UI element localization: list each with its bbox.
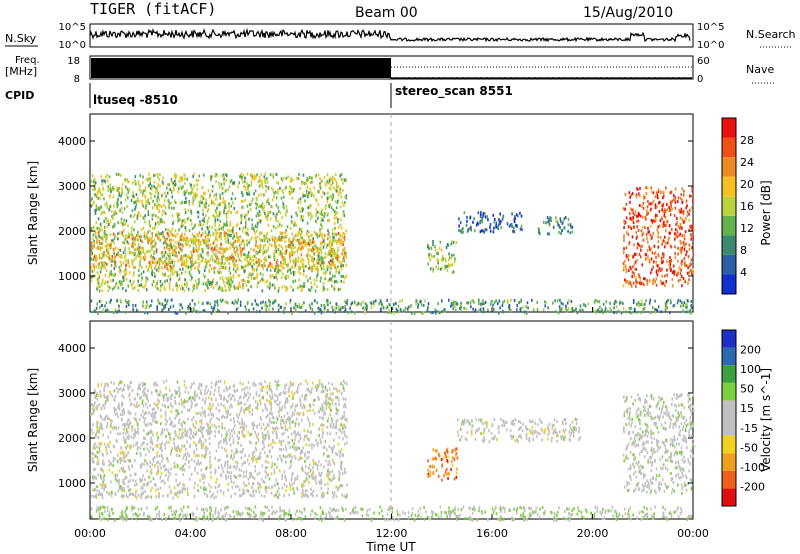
velocity-colorbar-tick-6: -50 xyxy=(740,441,758,454)
velocity-data-layer xyxy=(90,379,695,522)
velocity-feature-5 xyxy=(90,505,693,522)
freq-tick-bottom: 8 xyxy=(74,74,80,85)
velocity-colorbar-swatch-7 xyxy=(722,382,736,401)
velocity-ytick-1: 1000 xyxy=(58,477,86,490)
cpid-segment-2: stereo_scan 8551 xyxy=(395,84,513,99)
power-colorbar-tick-6: 8 xyxy=(740,244,747,257)
power-ytick-1: 1000 xyxy=(58,270,86,283)
velocity-colorbar-tick-2: 100 xyxy=(740,363,761,376)
velocity-colorbar-swatch-2 xyxy=(722,470,736,489)
freq-tick-top: 18 xyxy=(67,56,80,67)
xtick-3: 08:00 xyxy=(275,527,307,540)
velocity-colorbar-tick-3: 50 xyxy=(740,383,754,396)
power-feature-3 xyxy=(426,240,458,275)
velocity-colorbar-tick-8: -200 xyxy=(740,480,765,493)
power-colorbar-swatch-5 xyxy=(722,196,736,216)
power-feature-2 xyxy=(90,231,348,270)
power-ylabel: Slant Range [km] xyxy=(26,161,40,265)
power-colorbar-swatch-1 xyxy=(722,274,736,294)
nsky-tick-bottom: 10^0 xyxy=(59,40,86,51)
velocity-ytick-2: 2000 xyxy=(58,432,86,445)
freq-label: Freq. xyxy=(15,55,40,66)
nsearch-label: N.Search xyxy=(746,28,796,41)
power-colorbar-swatch-8 xyxy=(722,137,736,158)
power-ytick-2: 2000 xyxy=(58,225,86,238)
power-colorbar-tick-5: 12 xyxy=(740,222,754,235)
velocity-feature-4 xyxy=(622,393,695,495)
velocity-colorbar-swatch-8 xyxy=(722,365,736,383)
time-axis: 00:00 04:00 08:00 12:00 16:00 20:00 00:00 xyxy=(74,307,709,540)
velocity-feature-3 xyxy=(457,417,581,444)
velocity-colorbar-swatch-6 xyxy=(722,400,736,418)
velocity-colorbar-tick-1: 200 xyxy=(740,344,761,357)
power-colorbar-swatch-9 xyxy=(722,118,736,138)
velocity-feature-2 xyxy=(427,447,459,482)
power-feature-6 xyxy=(622,186,695,288)
velocity-colorbar-label: Velocity [m s^-1] xyxy=(759,368,773,472)
velocity-colorbar-swatch-4 xyxy=(722,435,736,454)
power-colorbar-swatch-6 xyxy=(722,176,736,197)
nave-label: Nave xyxy=(746,63,774,76)
power-ytick-4: 4000 xyxy=(58,135,86,148)
xtick-2: 04:00 xyxy=(175,527,207,540)
nsearch-tick-top: 10^5 xyxy=(697,22,724,33)
power-feature-1 xyxy=(90,172,348,293)
date-label: 15/Aug/2010 xyxy=(583,5,673,21)
power-colorbar-swatch-3 xyxy=(722,235,736,255)
power-ytick-3: 3000 xyxy=(58,180,86,193)
power-panel: 1000 2000 3000 4000 Slant Range [km] xyxy=(26,113,695,315)
velocity-panel: 1000 2000 3000 4000 Slant Range [km] xyxy=(26,320,695,522)
velocity-ylabel: Slant Range [km] xyxy=(26,368,40,472)
power-colorbar-tick-3: 20 xyxy=(740,178,754,191)
velocity-ytick-4: 4000 xyxy=(58,342,86,355)
beam-label: Beam 00 xyxy=(355,5,418,21)
velocity-colorbar-swatch-5 xyxy=(722,418,736,436)
velocity-ytick-3: 3000 xyxy=(58,387,86,400)
nsky-label: N.Sky xyxy=(5,32,37,45)
xaxis-label: Time UT xyxy=(365,540,416,554)
velocity-colorbar: 200 100 50 15 -15 -50 -100 -200 xyxy=(721,329,765,507)
xtick-4: 12:00 xyxy=(376,527,408,540)
xtick-6: 20:00 xyxy=(577,527,609,540)
nsky-panel: 10^5 10^0 10^5 10^0 xyxy=(59,22,725,51)
power-feature-5 xyxy=(537,216,574,236)
cpid-label: CPID xyxy=(5,89,34,102)
power-feature-7 xyxy=(90,298,694,315)
nsky-trace xyxy=(89,27,691,43)
power-data-layer xyxy=(90,172,695,315)
nsky-tick-top: 10^5 xyxy=(59,22,86,33)
freq-unit-label: [MHz] xyxy=(5,65,37,78)
power-colorbar-swatch-7 xyxy=(722,157,736,177)
velocity-colorbar-swatch-9 xyxy=(722,347,736,366)
velocity-colorbar-swatch-3 xyxy=(722,453,736,471)
xtick-5: 16:00 xyxy=(476,527,508,540)
freq-panel: 18 8 60 0 xyxy=(67,55,710,85)
velocity-colorbar-tick-5: -15 xyxy=(740,422,758,435)
power-colorbar: 28 24 20 16 12 8 4 xyxy=(721,117,754,295)
power-colorbar-swatch-2 xyxy=(722,254,736,275)
power-colorbar-swatch-4 xyxy=(722,215,736,236)
xtick-7: 00:00 xyxy=(677,527,709,540)
power-colorbar-tick-7: 4 xyxy=(740,266,747,279)
velocity-feature-1 xyxy=(90,379,348,500)
velocity-colorbar-tick-4: 15 xyxy=(740,402,754,415)
nave-tick-bottom: 0 xyxy=(697,74,703,85)
power-colorbar-label: Power [dB] xyxy=(759,180,773,245)
velocity-colorbar-swatch-10 xyxy=(722,330,736,348)
power-colorbar-tick-1: 28 xyxy=(740,134,754,147)
nsearch-tick-bottom: 10^0 xyxy=(697,40,724,51)
power-colorbar-tick-4: 16 xyxy=(740,200,754,213)
power-colorbar-tick-2: 24 xyxy=(740,156,754,169)
power-feature-4 xyxy=(458,210,523,234)
nave-tick-top: 60 xyxy=(697,56,710,67)
freq-dense-block xyxy=(91,58,391,78)
plot-title: TIGER (fitACF) xyxy=(90,0,216,18)
xtick-1: 00:00 xyxy=(74,527,106,540)
velocity-colorbar-tick-7: -100 xyxy=(740,461,765,474)
cpid-row: ltuseq -8510 stereo_scan 8551 xyxy=(89,83,513,108)
velocity-colorbar-swatch-1 xyxy=(722,488,736,506)
cpid-segment-1: ltuseq -8510 xyxy=(93,93,178,107)
